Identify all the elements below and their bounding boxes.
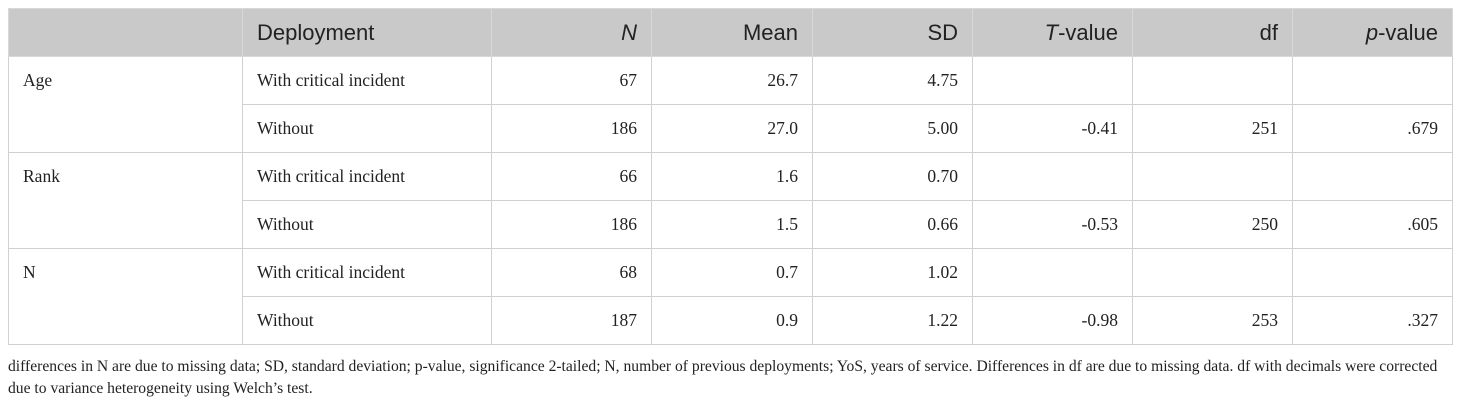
- header-text: Deployment: [257, 19, 375, 45]
- header-cell: SD: [812, 8, 973, 57]
- table-row: Without 186 27.0 5.00 -0.41 251.679: [9, 104, 1453, 153]
- header-cell: Mean: [651, 8, 813, 57]
- table-cell: Without: [242, 200, 492, 249]
- data-table: Deployment N Mean SD T-value df p-value Age Wit…: [8, 8, 1453, 345]
- header-text: df: [1259, 19, 1278, 45]
- table-cell: With critical incident: [242, 152, 492, 201]
- table-cell: [1132, 152, 1293, 201]
- header-row: Deployment N Mean SD T-value df p-value: [8, 8, 1453, 57]
- header-text: p: [1365, 19, 1379, 45]
- header-text: T: [1044, 19, 1059, 45]
- table-cell: .327: [1292, 296, 1453, 345]
- table-cell: 250: [1132, 200, 1293, 249]
- header-text: N: [621, 19, 637, 45]
- table-cell: .605: [1292, 200, 1453, 249]
- table-cell: 68: [491, 248, 652, 297]
- table-row: N With critical incident 68 0.7 1.02: [8, 248, 1453, 345]
- table-cell: With critical incident: [242, 248, 492, 297]
- header-text: -value: [1378, 19, 1438, 45]
- table-cell: 1.6: [651, 152, 813, 201]
- table-row: Rank With critical incident 66 1.6 0.70: [8, 152, 1453, 249]
- table-cell: 251: [1132, 104, 1293, 153]
- table-cell: 0.9: [651, 296, 813, 345]
- table-cell: 0.70: [812, 152, 973, 201]
- header-text: Mean: [742, 19, 798, 45]
- table-cell: -0.41: [972, 104, 1133, 153]
- table-cell: Without: [242, 296, 492, 345]
- table-cell: -0.53: [972, 200, 1133, 249]
- table-cell: [1292, 152, 1453, 201]
- group-label: Age: [8, 56, 243, 153]
- header-cell: p-value: [1292, 8, 1453, 57]
- table-cell: 0.7: [651, 248, 813, 297]
- table-cell: 67: [491, 56, 652, 105]
- table-cell: 186: [491, 200, 652, 249]
- table-cell: [972, 248, 1133, 297]
- table-cell: 1.5: [651, 200, 813, 249]
- table-cell: 0.66: [812, 200, 973, 249]
- table-row: Without 187 0.9 1.22 -0.98 253.327: [9, 296, 1453, 345]
- table-cell: 27.0: [651, 104, 813, 153]
- table-cell: 187: [491, 296, 652, 345]
- header-text: SD: [927, 19, 958, 45]
- table-cell: [1292, 248, 1453, 297]
- table-cell: With critical incident: [242, 56, 492, 105]
- header-cell: T-value: [972, 8, 1133, 57]
- footnote: differences in N are due to missing data…: [8, 358, 1438, 397]
- table-cell: [1292, 56, 1453, 105]
- header-cell: [8, 8, 243, 57]
- table-cell: 4.75: [812, 56, 973, 105]
- table-cell: [1132, 56, 1293, 105]
- table-row: Age With critical incident 67 26.7 4.75: [8, 56, 1453, 153]
- table-cell: [972, 56, 1133, 105]
- header-cell: Deployment: [242, 8, 492, 57]
- header-text: -value: [1058, 19, 1118, 45]
- table-row: Without 186 1.5 0.66 -0.53 250.605: [9, 200, 1453, 249]
- table-cell: .679: [1292, 104, 1453, 153]
- table-cell: [1132, 248, 1293, 297]
- table-cell: 186: [491, 104, 652, 153]
- table-cell: [972, 152, 1133, 201]
- table-cell: 66: [491, 152, 652, 201]
- table-cell: 1.22: [812, 296, 973, 345]
- table-body: Age With critical incident 67 26.7 4.75 Witho…: [8, 56, 1453, 345]
- table-cell: 253: [1132, 296, 1293, 345]
- group-label: Rank: [8, 152, 243, 249]
- group-label: N: [8, 248, 243, 345]
- table-cell: 1.02: [812, 248, 973, 297]
- table-cell: 5.00: [812, 104, 973, 153]
- header-cell: df: [1132, 8, 1293, 57]
- table-cell: Without: [242, 104, 492, 153]
- header-cell: N: [491, 8, 652, 57]
- table-cell: 26.7: [651, 56, 813, 105]
- table-cell: -0.98: [972, 296, 1133, 345]
